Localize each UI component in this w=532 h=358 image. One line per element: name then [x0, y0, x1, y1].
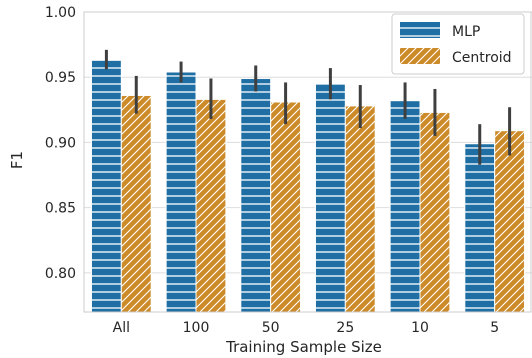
bar-mlp: [314, 83, 346, 313]
bar-centroid: [270, 101, 302, 313]
bar-centroid: [494, 130, 526, 313]
bar-mlp: [240, 78, 272, 313]
x-tick-label: 25: [336, 320, 354, 336]
y-tick-label: 0.95: [45, 70, 76, 86]
x-tick-label: 10: [411, 320, 429, 336]
x-axis-label: Training Sample Size: [225, 338, 382, 356]
x-tick-label: All: [113, 320, 130, 336]
legend: MLP Centroid: [391, 13, 525, 75]
bar-mlp: [90, 59, 122, 313]
bar-mlp: [389, 100, 421, 313]
bar-centroid: [195, 98, 227, 313]
error-bars: [104, 49, 512, 165]
x-tick-label: 5: [490, 320, 499, 336]
y-axis-label: F1: [8, 151, 26, 169]
bar-centroid: [120, 94, 152, 313]
legend-swatch-mlp: [400, 22, 440, 38]
y-tick-label: 0.90: [45, 135, 76, 151]
bar-mlp: [464, 143, 496, 313]
axes-border: [83, 11, 532, 313]
plot-frame: [83, 11, 532, 313]
x-tick-label: 100: [183, 320, 210, 336]
legend-swatch-centroid: [400, 48, 440, 64]
bar-centroid: [419, 111, 451, 313]
legend-label-mlp: MLP: [452, 24, 480, 40]
bar-mlp: [165, 71, 197, 313]
x-tick-label: 50: [262, 320, 280, 336]
bar-centroid: [344, 105, 376, 313]
bars: [90, 59, 526, 313]
legend-label-centroid: Centroid: [452, 50, 512, 66]
y-tick-label: 0.85: [45, 201, 76, 217]
y-tick-label: 1.00: [45, 5, 76, 21]
x-tick-labels: All 100 50 25 10 5: [113, 320, 499, 336]
y-tick-labels: 0.80 0.85 0.90 0.95 1.00: [45, 5, 76, 282]
y-tick-label: 0.80: [45, 266, 76, 282]
